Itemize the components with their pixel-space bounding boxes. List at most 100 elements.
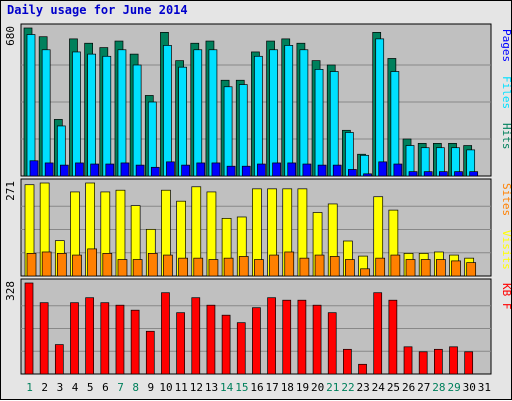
bar-sites-day-3 — [56, 253, 67, 277]
bar-pages-day-23 — [363, 173, 372, 177]
bar-files-day-23 — [360, 154, 369, 177]
bar-kb-f-day-23 — [358, 363, 367, 375]
bar-files-day-25 — [390, 71, 400, 177]
bar-files-day-9 — [147, 101, 157, 177]
bar-files-day-10 — [163, 45, 172, 177]
bar-pages-day-4 — [75, 162, 84, 177]
bar-sites-day-1 — [26, 253, 37, 277]
day-label-4: 4 — [72, 381, 79, 394]
bar-sites-day-25 — [390, 254, 401, 277]
bar-kb-f-day-28 — [434, 348, 443, 375]
day-label-6: 6 — [102, 381, 109, 394]
day-label-28: 28 — [432, 381, 445, 394]
bar-kb-f-day-9 — [145, 330, 155, 375]
bar-sites-day-16 — [254, 259, 264, 277]
bar-pages-day-26 — [408, 171, 418, 177]
bar-sites-day-8 — [132, 259, 143, 277]
bar-pages-day-11 — [181, 164, 190, 177]
bar-pages-day-9 — [150, 166, 160, 177]
day-label-24: 24 — [372, 381, 386, 394]
bar-pages-day-25 — [393, 163, 403, 177]
panel-2-ymax-label: 271 — [4, 181, 17, 201]
legend-kb-f: KB F — [500, 283, 512, 310]
day-label-30: 30 — [463, 381, 476, 394]
bar-sites-day-2 — [41, 251, 52, 277]
bar-kb-f-day-11 — [176, 312, 185, 375]
bar-pages-day-5 — [90, 163, 99, 177]
bar-pages-day-27 — [423, 171, 433, 177]
legend-pages: Pages — [500, 29, 512, 62]
bar-files-day-19 — [299, 49, 309, 177]
bar-pages-day-3 — [59, 164, 69, 177]
bar-pages-day-21 — [332, 164, 342, 177]
day-label-14: 14 — [220, 381, 234, 394]
day-label-21: 21 — [326, 381, 339, 394]
bar-kb-f-day-14 — [221, 314, 231, 375]
day-label-8: 8 — [132, 381, 139, 394]
day-label-16: 16 — [250, 381, 263, 394]
day-label-29: 29 — [447, 381, 460, 394]
bar-kb-f-day-12 — [191, 297, 201, 375]
bar-files-day-1 — [26, 34, 36, 177]
bar-kb-f-day-3 — [54, 344, 64, 375]
bar-pages-day-6 — [105, 163, 115, 177]
bar-sites-day-24 — [375, 257, 386, 277]
bar-pages-day-30 — [469, 171, 479, 177]
bar-files-day-24 — [375, 38, 385, 177]
bar-files-day-7 — [117, 49, 127, 177]
bar-sites-day-4 — [72, 254, 82, 277]
bar-sites-day-14 — [223, 257, 234, 277]
bar-sites-day-22 — [345, 259, 355, 277]
legend-files: Files — [500, 76, 512, 109]
bar-pages-day-28 — [439, 171, 448, 177]
bar-sites-day-7 — [117, 259, 128, 277]
day-label-22: 22 — [341, 381, 354, 394]
bar-files-day-15 — [238, 84, 248, 177]
bar-kb-f-day-1 — [24, 282, 34, 375]
bar-sites-day-18 — [284, 251, 295, 277]
bar-sites-day-20 — [314, 254, 325, 277]
day-label-23: 23 — [357, 381, 370, 394]
bar-sites-day-5 — [87, 248, 97, 277]
bar-pages-day-15 — [241, 165, 251, 177]
bar-kb-f-day-5 — [85, 297, 94, 375]
bar-files-day-5 — [87, 53, 96, 177]
bar-kb-f-day-4 — [70, 302, 79, 375]
bar-pages-day-16 — [257, 163, 266, 177]
bar-sites-day-19 — [299, 257, 310, 277]
bar-kb-f-day-10 — [161, 292, 170, 375]
bar-kb-f-day-21 — [327, 312, 337, 375]
bar-files-day-4 — [72, 51, 81, 177]
panel-1-ymax-label: 680 — [4, 26, 17, 46]
bar-kb-f-day-22 — [343, 348, 352, 375]
bar-sites-day-11 — [178, 257, 188, 277]
bar-kb-f-day-15 — [236, 322, 246, 375]
day-label-18: 18 — [281, 381, 294, 394]
day-label-10: 10 — [159, 381, 172, 394]
bar-files-day-20 — [314, 69, 324, 177]
day-label-1: 1 — [26, 381, 33, 394]
day-label-17: 17 — [266, 381, 279, 394]
bar-kb-f-day-16 — [252, 307, 261, 375]
bar-kb-f-day-27 — [418, 351, 428, 375]
bar-pages-day-2 — [44, 162, 54, 177]
bar-files-day-16 — [254, 55, 263, 177]
day-label-27: 27 — [417, 381, 430, 394]
legend-sites: Sites — [500, 183, 512, 216]
bar-files-day-12 — [193, 49, 203, 177]
day-label-11: 11 — [175, 381, 188, 394]
day-label-26: 26 — [402, 381, 415, 394]
bar-sites-day-30 — [466, 262, 477, 277]
bar-kb-f-day-17 — [267, 297, 276, 375]
bar-kb-f-day-6 — [100, 302, 110, 375]
day-label-3: 3 — [57, 381, 64, 394]
bar-files-day-8 — [132, 64, 142, 177]
day-label-15: 15 — [235, 381, 248, 394]
day-label-9: 9 — [148, 381, 155, 394]
bar-kb-f-day-18 — [282, 299, 292, 375]
bar-kb-f-day-25 — [388, 299, 398, 375]
bar-kb-f-day-24 — [373, 292, 383, 375]
bar-files-day-11 — [178, 66, 187, 177]
